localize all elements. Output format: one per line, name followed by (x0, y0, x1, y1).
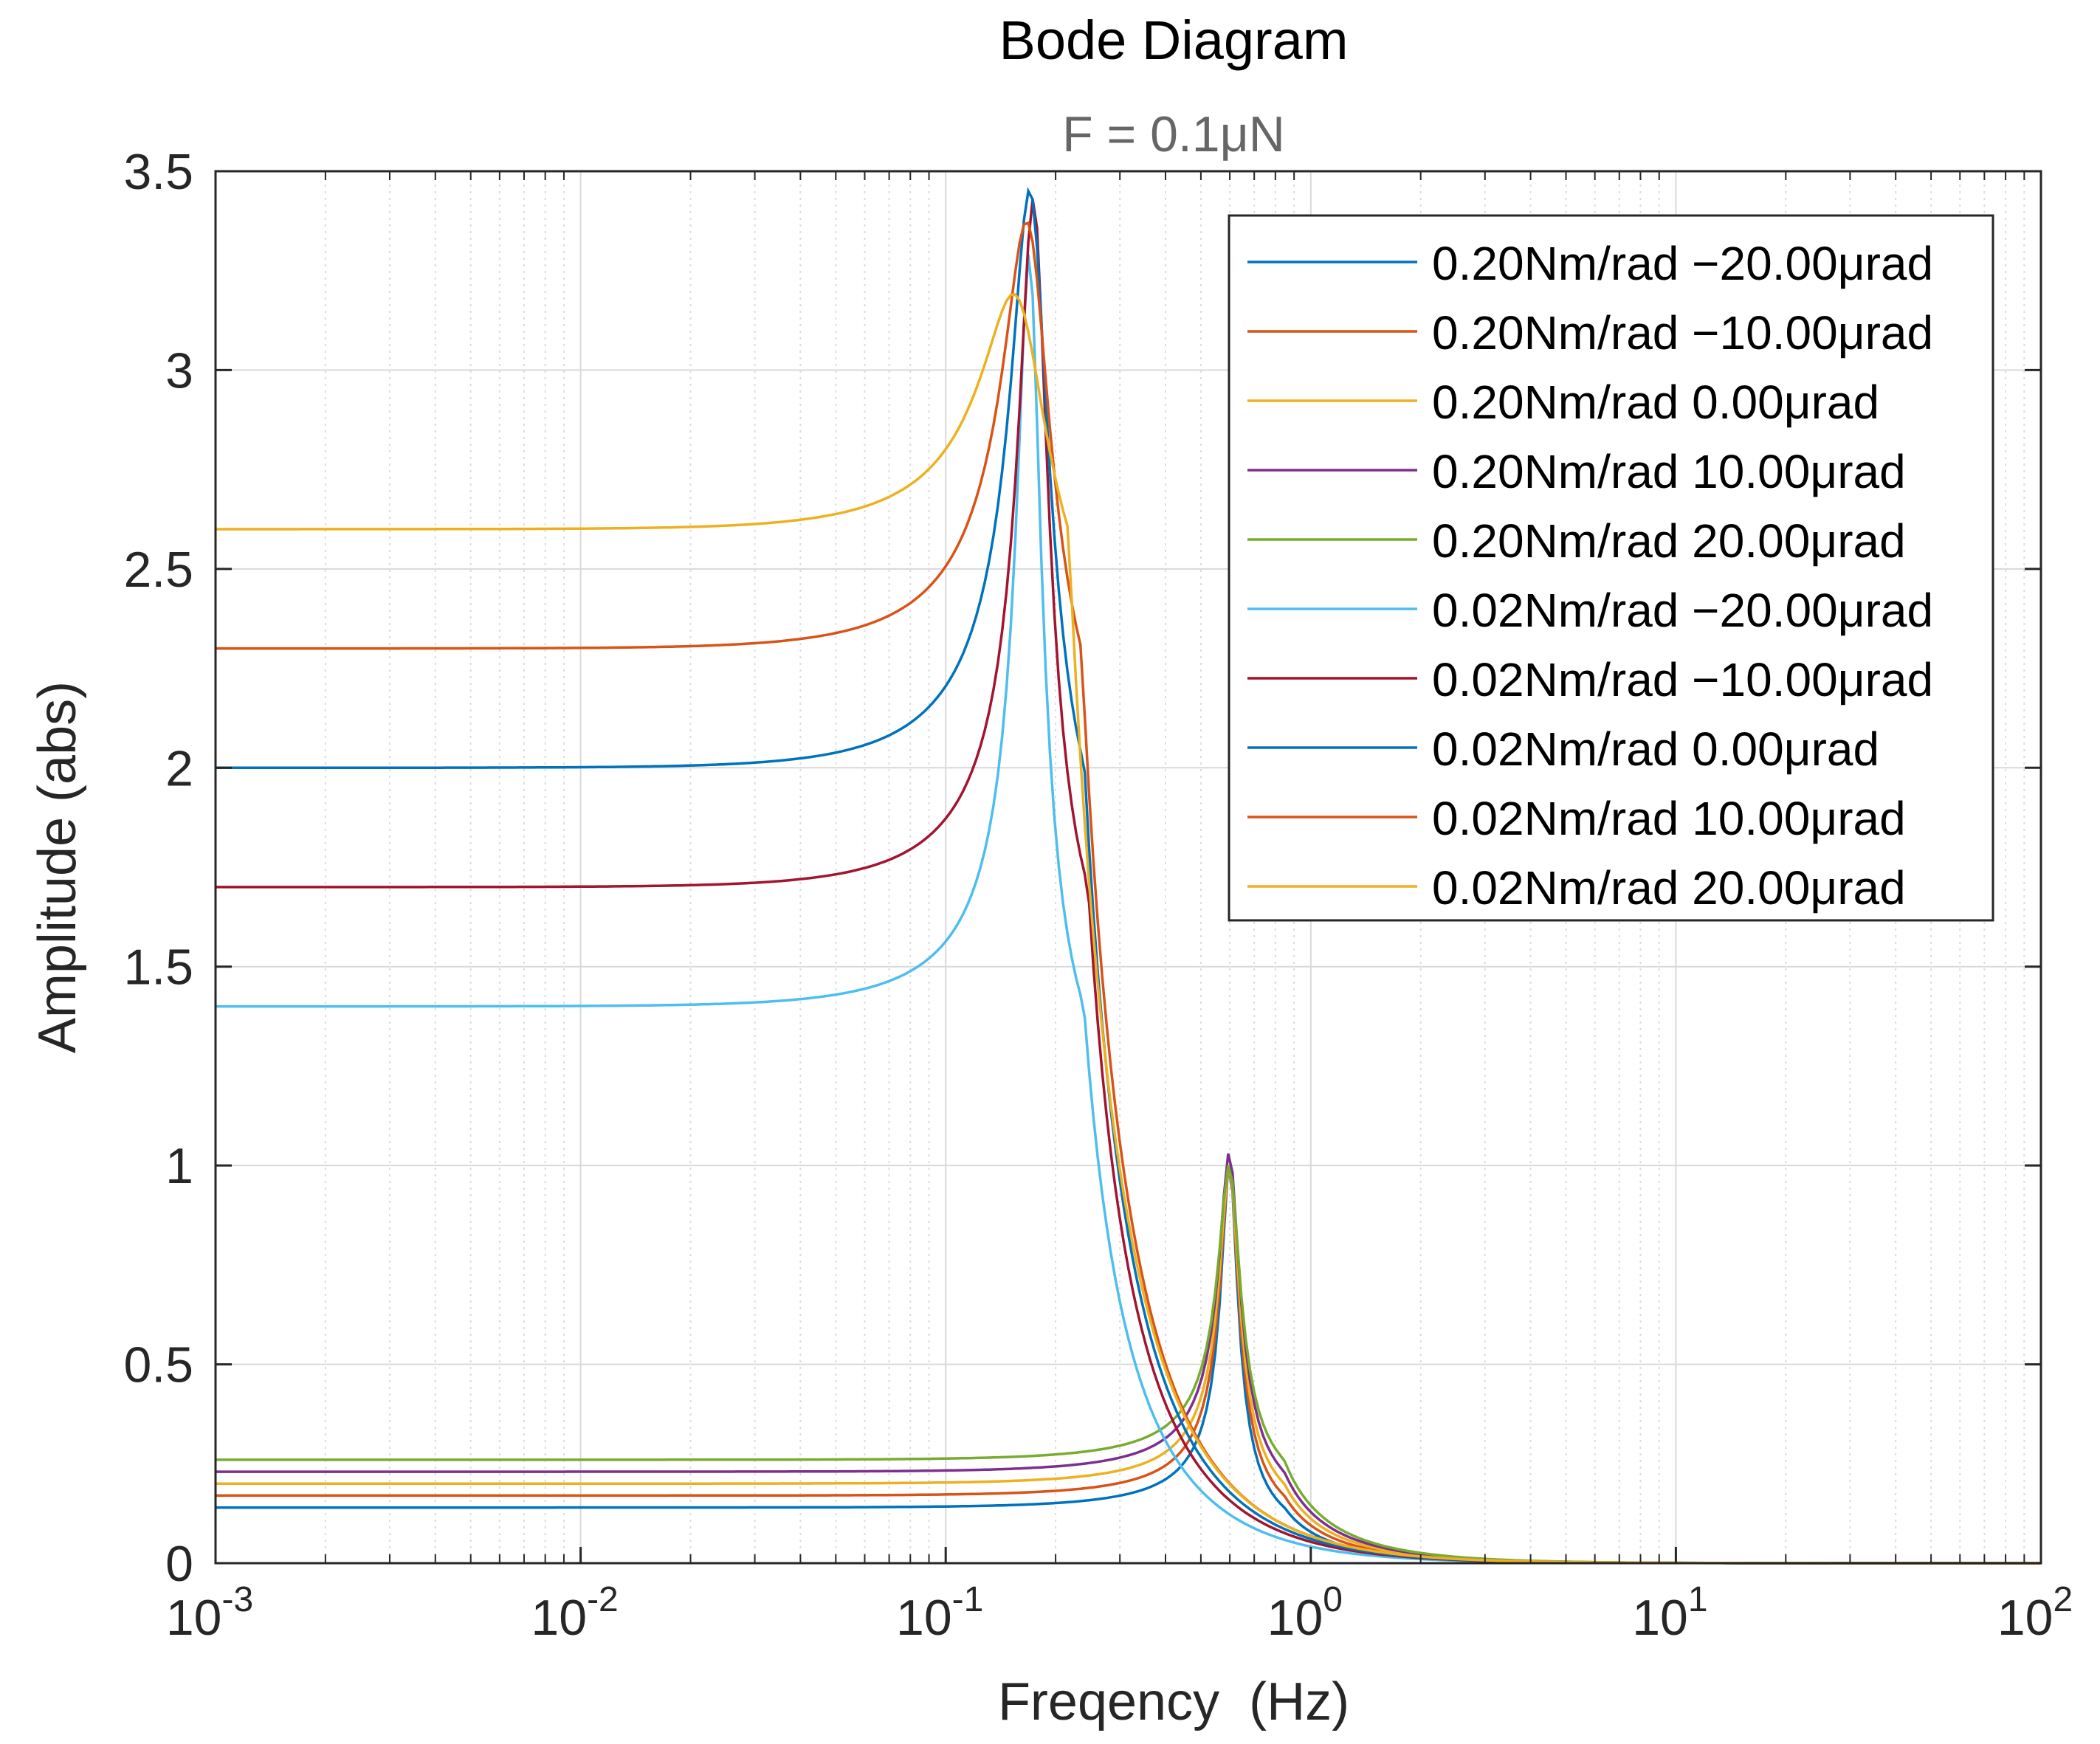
legend-label: 0.02Nm/rad −10.00μrad (1432, 653, 1933, 706)
legend-label: 0.02Nm/rad 10.00μrad (1432, 792, 1906, 845)
legend-label: 0.20Nm/rad −20.00μrad (1432, 237, 1933, 290)
axis-ticks: 10-3 10-2 10-1 100 101 102 0 0.5 1 1.5 2 2.5 3 3.5 (123, 144, 2073, 1646)
y-tick-label: 1 (165, 1138, 193, 1194)
x-axis-label: Freqency (Hz) (998, 1672, 1349, 1731)
y-tick-label: 2 (165, 740, 193, 796)
y-tick-label: 3.5 (123, 144, 193, 200)
legend-label: 0.20Nm/rad 10.00μrad (1432, 445, 1906, 498)
legend-label: 0.20Nm/rad −10.00μrad (1432, 306, 1933, 359)
legend-label: 0.02Nm/rad −20.00μrad (1432, 584, 1933, 637)
y-axis-label: Amplitude (abs) (28, 681, 87, 1053)
legend-label: 0.20Nm/rad 0.00μrad (1432, 376, 1879, 429)
chart-title: Bode Diagram (999, 10, 1348, 71)
legend: 0.20Nm/rad −20.00μrad 0.20Nm/rad −10.00μr… (1228, 214, 1994, 922)
chart-subtitle: F = 0.1μN (1062, 106, 1285, 162)
y-tick-label: 0 (165, 1536, 193, 1592)
x-tick-label: 10-3 (166, 1580, 253, 1646)
legend-label: 0.02Nm/rad 0.00μrad (1432, 723, 1879, 776)
x-tick-label: 101 (1632, 1580, 1707, 1646)
legend-label: 0.02Nm/rad 20.00μrad (1432, 861, 1906, 914)
legend-label: 0.20Nm/rad 20.00μrad (1432, 514, 1906, 568)
x-tick-label: 102 (1997, 1580, 2073, 1646)
plot-frame (214, 170, 2042, 1565)
x-tick-label: 100 (1267, 1580, 1343, 1646)
y-tick-label: 0.5 (123, 1337, 193, 1393)
y-tick-label: 1.5 (123, 940, 193, 996)
legend-box (1228, 214, 1994, 922)
y-tick-label: 2.5 (123, 542, 193, 598)
x-tick-label: 10-2 (531, 1580, 618, 1646)
y-tick-label: 3 (165, 342, 193, 399)
x-tick-label: 10-1 (896, 1580, 983, 1646)
